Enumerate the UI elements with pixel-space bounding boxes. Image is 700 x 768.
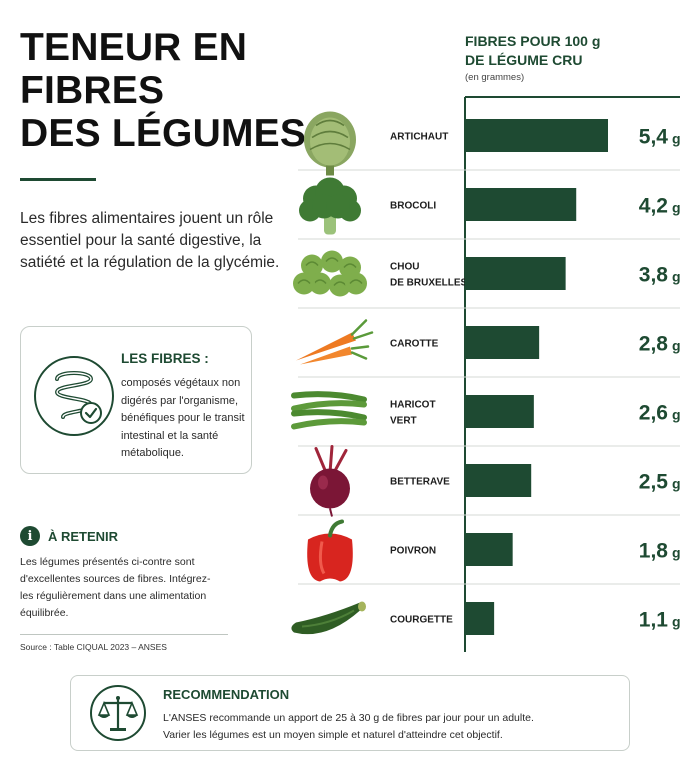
retain-section: i À RETENIR Les légumes présentés ci-con…: [20, 526, 220, 622]
value-label: 5,4: [639, 126, 669, 149]
value-unit: g: [672, 614, 681, 630]
recommendation-line-2: Varier les légumes est un moyen simple e…: [163, 729, 503, 741]
recommendation-text: L'ANSES recommande un apport de 25 à 30 …: [163, 710, 534, 744]
category-label: POIVRON: [390, 546, 436, 557]
chart-title-line-1: FIBRES POUR 100 g: [465, 33, 601, 49]
bar: [465, 326, 540, 359]
value-unit: g: [672, 200, 681, 216]
source-note: Source : Table CIQUAL 2023 – ANSES: [20, 642, 167, 652]
value-label: 4,2: [639, 195, 668, 218]
value-label: 2,5: [639, 471, 669, 494]
title-line-3: DES LÉGUMES: [20, 112, 307, 155]
intestine-check-icon: [34, 356, 114, 436]
category-label: CAROTTE: [390, 339, 439, 350]
broccoli-icon: [299, 177, 361, 235]
chart-title-line-2: DE LÉGUME CRU: [465, 52, 583, 68]
definition-title: LES FIBRES :: [121, 351, 209, 366]
category-label: BROCOLI: [390, 201, 436, 212]
category-label: VERT: [390, 416, 417, 427]
page-title: TENEUR EN FIBRES DES LÉGUMES: [20, 26, 310, 155]
value-unit: g: [672, 338, 681, 354]
scales-icon: [90, 685, 146, 741]
bar: [465, 395, 534, 428]
chart-title: FIBRES POUR 100 g DE LÉGUME CRU: [465, 32, 600, 70]
category-label: DE BRUXELLES: [390, 278, 468, 289]
category-label: BETTERAVE: [390, 477, 450, 488]
artichoke-icon: [304, 111, 356, 176]
value-unit: g: [672, 407, 681, 423]
category-label: CHOU: [390, 262, 419, 273]
value-label: 3,8: [639, 264, 669, 287]
value-label: 1,8: [639, 540, 669, 563]
title-line-1: TENEUR EN: [20, 26, 248, 69]
value-label: 2,6: [639, 402, 668, 425]
definition-text: composés végétaux non digérés par l'orga…: [121, 377, 245, 459]
retain-title: À RETENIR: [48, 528, 119, 544]
green-beans-icon: [291, 391, 367, 430]
recommendation-title: RECOMMENDATION: [163, 687, 290, 702]
beetroot-icon: [310, 445, 350, 517]
retain-text: Les légumes présentés ci-contre sont d'e…: [20, 556, 211, 619]
category-label: ARTICHAUT: [390, 132, 448, 143]
bar: [465, 188, 577, 221]
category-label: COURGETTE: [390, 615, 453, 626]
recommendation-line-1: L'ANSES recommande un apport de 25 à 30 …: [163, 712, 534, 724]
value-unit: g: [672, 131, 681, 147]
source-divider: [20, 634, 228, 635]
title-line-2: FIBRES: [20, 69, 165, 112]
definition-card: LES FIBRES : composés végétaux non digér…: [20, 326, 252, 474]
bar: [465, 602, 495, 635]
info-icon: i: [20, 526, 40, 546]
bell-pepper-icon: [307, 519, 353, 582]
value-unit: g: [672, 476, 681, 492]
carrot-icon: [296, 319, 374, 365]
value-label: 1,1: [639, 609, 669, 632]
bar: [465, 257, 566, 290]
title-divider: [20, 178, 96, 181]
chart-subtitle: (en grammes): [465, 72, 525, 83]
zucchini-icon: [291, 601, 366, 635]
bar: [465, 464, 532, 497]
bar: [465, 533, 513, 566]
recommendation-card: RECOMMENDATION L'ANSES recommande un app…: [70, 675, 630, 751]
value-unit: g: [672, 545, 681, 561]
brussels-sprouts-icon: [293, 250, 367, 297]
category-label: HARICOT: [390, 400, 436, 411]
value-unit: g: [672, 269, 681, 285]
bar: [465, 119, 608, 152]
value-label: 2,8: [639, 333, 669, 356]
intro-text: Les fibres alimentaires jouent un rôle e…: [20, 210, 280, 271]
